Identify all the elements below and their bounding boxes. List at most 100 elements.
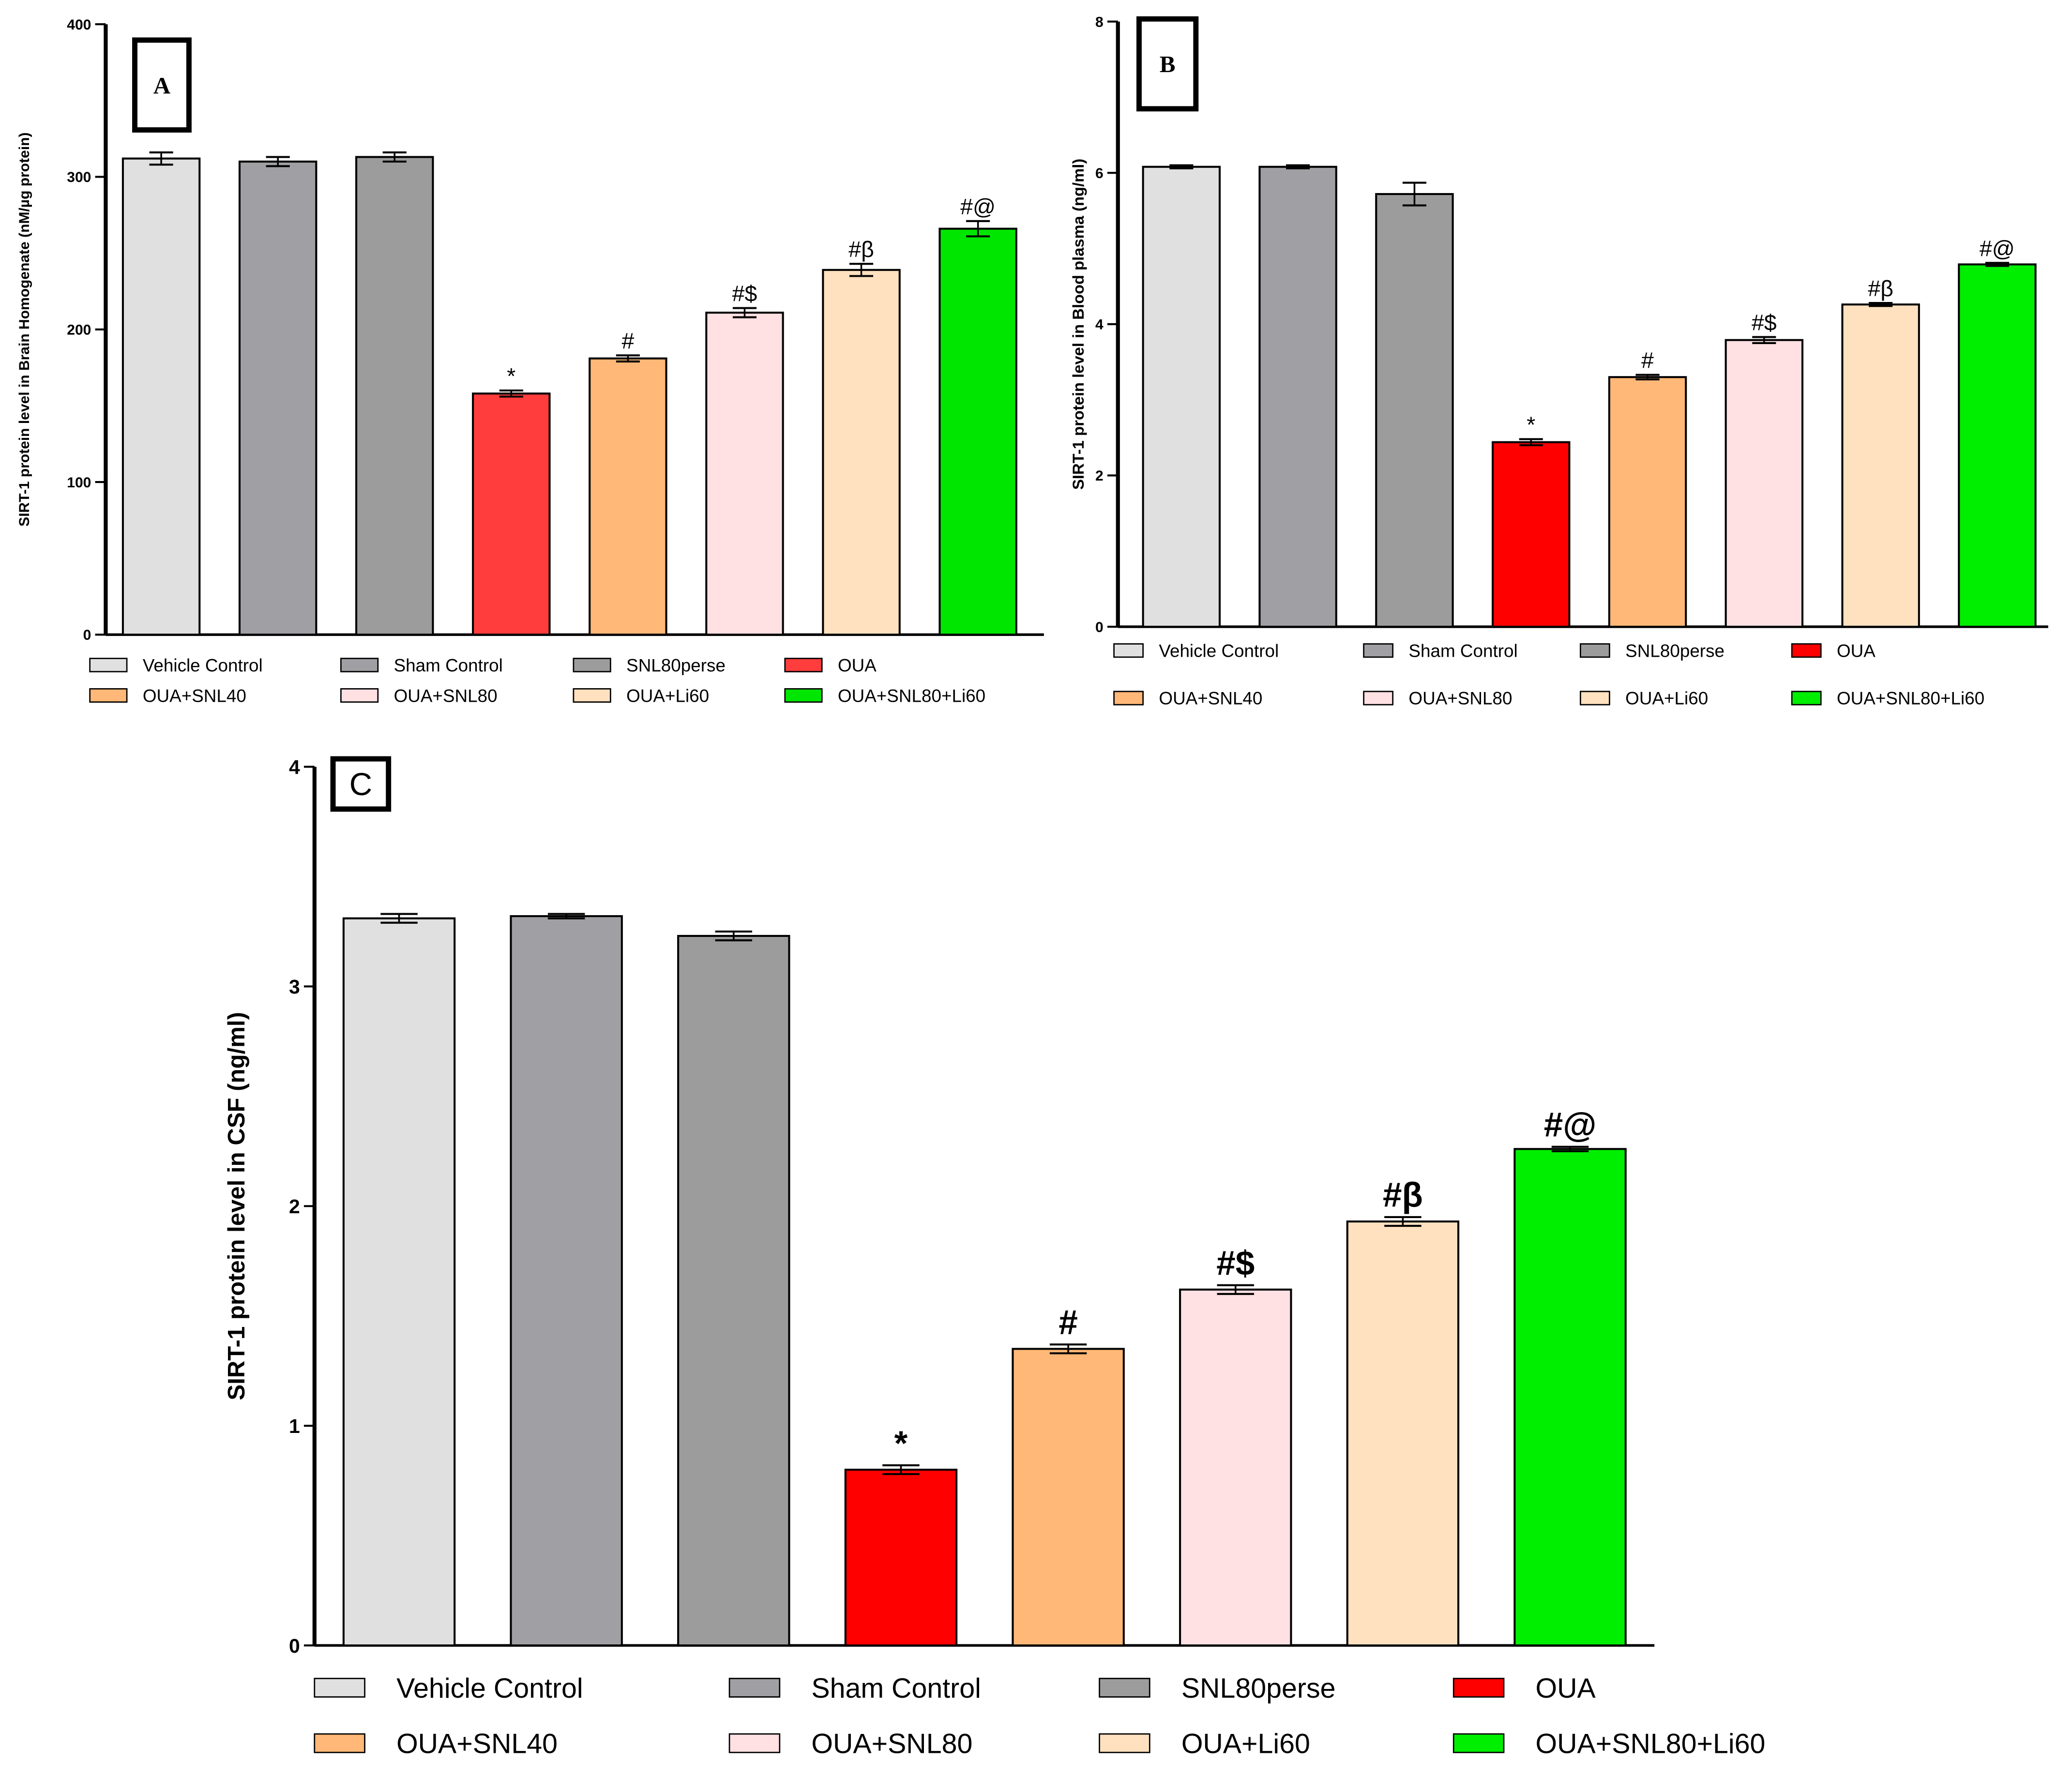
y-tick-label: 8 [1095, 14, 1104, 30]
bar [589, 357, 667, 636]
bar [705, 312, 784, 636]
legend-label: Vehicle Control [143, 655, 263, 675]
significance-label: #β [848, 237, 874, 262]
bar [1179, 1288, 1292, 1647]
significance-label: # [1059, 1304, 1077, 1342]
legend-swatch [1113, 643, 1144, 658]
bar [1346, 1220, 1460, 1647]
y-axis-label: SIRT-1 protein level in Brain Homogenate… [16, 133, 32, 527]
bar [1492, 441, 1571, 628]
legend-label: Sham Control [1408, 641, 1517, 661]
legend-label: Sham Control [394, 655, 503, 675]
legend-swatch [1099, 1733, 1150, 1753]
legend-swatch [1113, 691, 1144, 706]
legend-swatch [1791, 691, 1822, 706]
bar [844, 1468, 958, 1647]
legend-swatch [1452, 1733, 1505, 1753]
y-tick-label: 2 [289, 1195, 300, 1218]
bar [342, 917, 456, 1647]
significance-label: * [507, 363, 515, 389]
y-tick-label: 1 [289, 1415, 300, 1437]
legend-label: OUA+SNL80 [1408, 689, 1512, 708]
significance-label: # [621, 328, 634, 353]
legend-swatch [314, 1733, 365, 1753]
legend-swatch [728, 1733, 781, 1753]
y-tick-label: 400 [67, 17, 91, 33]
legend-swatch [728, 1677, 781, 1698]
bar [938, 227, 1017, 636]
y-tick-label: 0 [1095, 619, 1104, 635]
y-tick-label: 300 [67, 169, 91, 185]
legend: Vehicle Control Sham Control SNL80perse OUA… [1113, 641, 1984, 708]
legend-swatch [340, 688, 379, 703]
significance-label: #@ [1980, 236, 2015, 261]
legend-swatch [573, 658, 611, 673]
legend-label: OUA+SNL40 [396, 1729, 558, 1760]
legend-label: OUA [1837, 641, 1875, 661]
legend-swatch [784, 688, 823, 703]
legend-swatch [1579, 691, 1610, 706]
bar [1724, 339, 1804, 628]
legend-label: OUA+Li60 [1625, 689, 1708, 708]
legend-swatch [1452, 1677, 1505, 1698]
legend-swatch [573, 688, 611, 703]
bar [1608, 376, 1687, 628]
panel-label: B [1160, 51, 1176, 77]
legend-label: OUA [838, 655, 877, 675]
legend-label: OUA+SNL80+Li60 [1536, 1729, 1766, 1760]
legend-label: Sham Control [811, 1673, 981, 1704]
significance-label: * [894, 1425, 908, 1463]
y-tick-label: 100 [67, 475, 91, 491]
legend-label: Vehicle Control [396, 1673, 583, 1704]
legend-label: SNL80perse [1625, 641, 1724, 661]
bar [1012, 1348, 1125, 1647]
legend-swatch [89, 658, 128, 673]
chart-panel-c: 0 1 2 3 4 SIRT-1 protein level in CSF (ng/ml)… [224, 756, 1765, 1760]
legend-swatch [340, 658, 379, 673]
significance-label: #$ [1752, 310, 1777, 335]
significance-label: #$ [732, 281, 757, 306]
y-axis-label: SIRT-1 protein level in Blood plasma (ng… [1069, 159, 1087, 490]
significance-label: # [1641, 348, 1654, 373]
legend-swatch [1099, 1677, 1150, 1698]
bar [677, 934, 790, 1647]
significance-label: #@ [960, 194, 996, 219]
legend-label: OUA+SNL40 [1159, 689, 1262, 708]
significance-label: #β [1868, 276, 1893, 301]
legend: Vehicle Control Sham Control SNL80perse OUA… [89, 655, 985, 706]
bar [121, 157, 201, 636]
legend-swatch [1363, 643, 1394, 658]
panel-label: C [349, 767, 372, 802]
legend-label: OUA+Li60 [626, 686, 709, 706]
significance-label: #β [1383, 1176, 1423, 1215]
significance-label: * [1527, 412, 1535, 437]
bar [355, 156, 434, 636]
legend-label: OUA+SNL40 [143, 686, 246, 706]
y-tick-label: 0 [83, 627, 91, 643]
y-axis-label: SIRT-1 protein level in CSF (ng/ml) [224, 1012, 250, 1400]
bar [1142, 166, 1221, 628]
bar [1958, 263, 2037, 628]
bar [1513, 1148, 1627, 1647]
legend-swatch [314, 1677, 365, 1698]
legend-swatch [1579, 643, 1610, 658]
legend-label: OUA+SNL80 [394, 686, 498, 706]
legend-swatch [89, 688, 128, 703]
y-tick-label: 4 [289, 756, 300, 778]
legend-label: OUA [1536, 1673, 1596, 1704]
legend-label: OUA+SNL80+Li60 [1837, 689, 1984, 708]
bar [472, 392, 551, 636]
y-tick-label: 3 [289, 976, 300, 998]
bar [1841, 303, 1920, 628]
legend-label: OUA+SNL80 [811, 1729, 972, 1760]
significance-label: #$ [1216, 1244, 1255, 1282]
legend-label: SNL80perse [626, 655, 726, 675]
chart-panel-a: 0 100 200 300 400 SIRT-1 protein level in Bra… [16, 17, 1044, 706]
bar [1258, 166, 1337, 628]
panel-label-box [330, 756, 392, 812]
bar [1375, 193, 1454, 628]
y-tick-label: 2 [1095, 468, 1104, 484]
y-tick-label: 200 [67, 322, 91, 338]
legend: Vehicle Control Sham Control SNL80perse OUA… [314, 1673, 1766, 1760]
